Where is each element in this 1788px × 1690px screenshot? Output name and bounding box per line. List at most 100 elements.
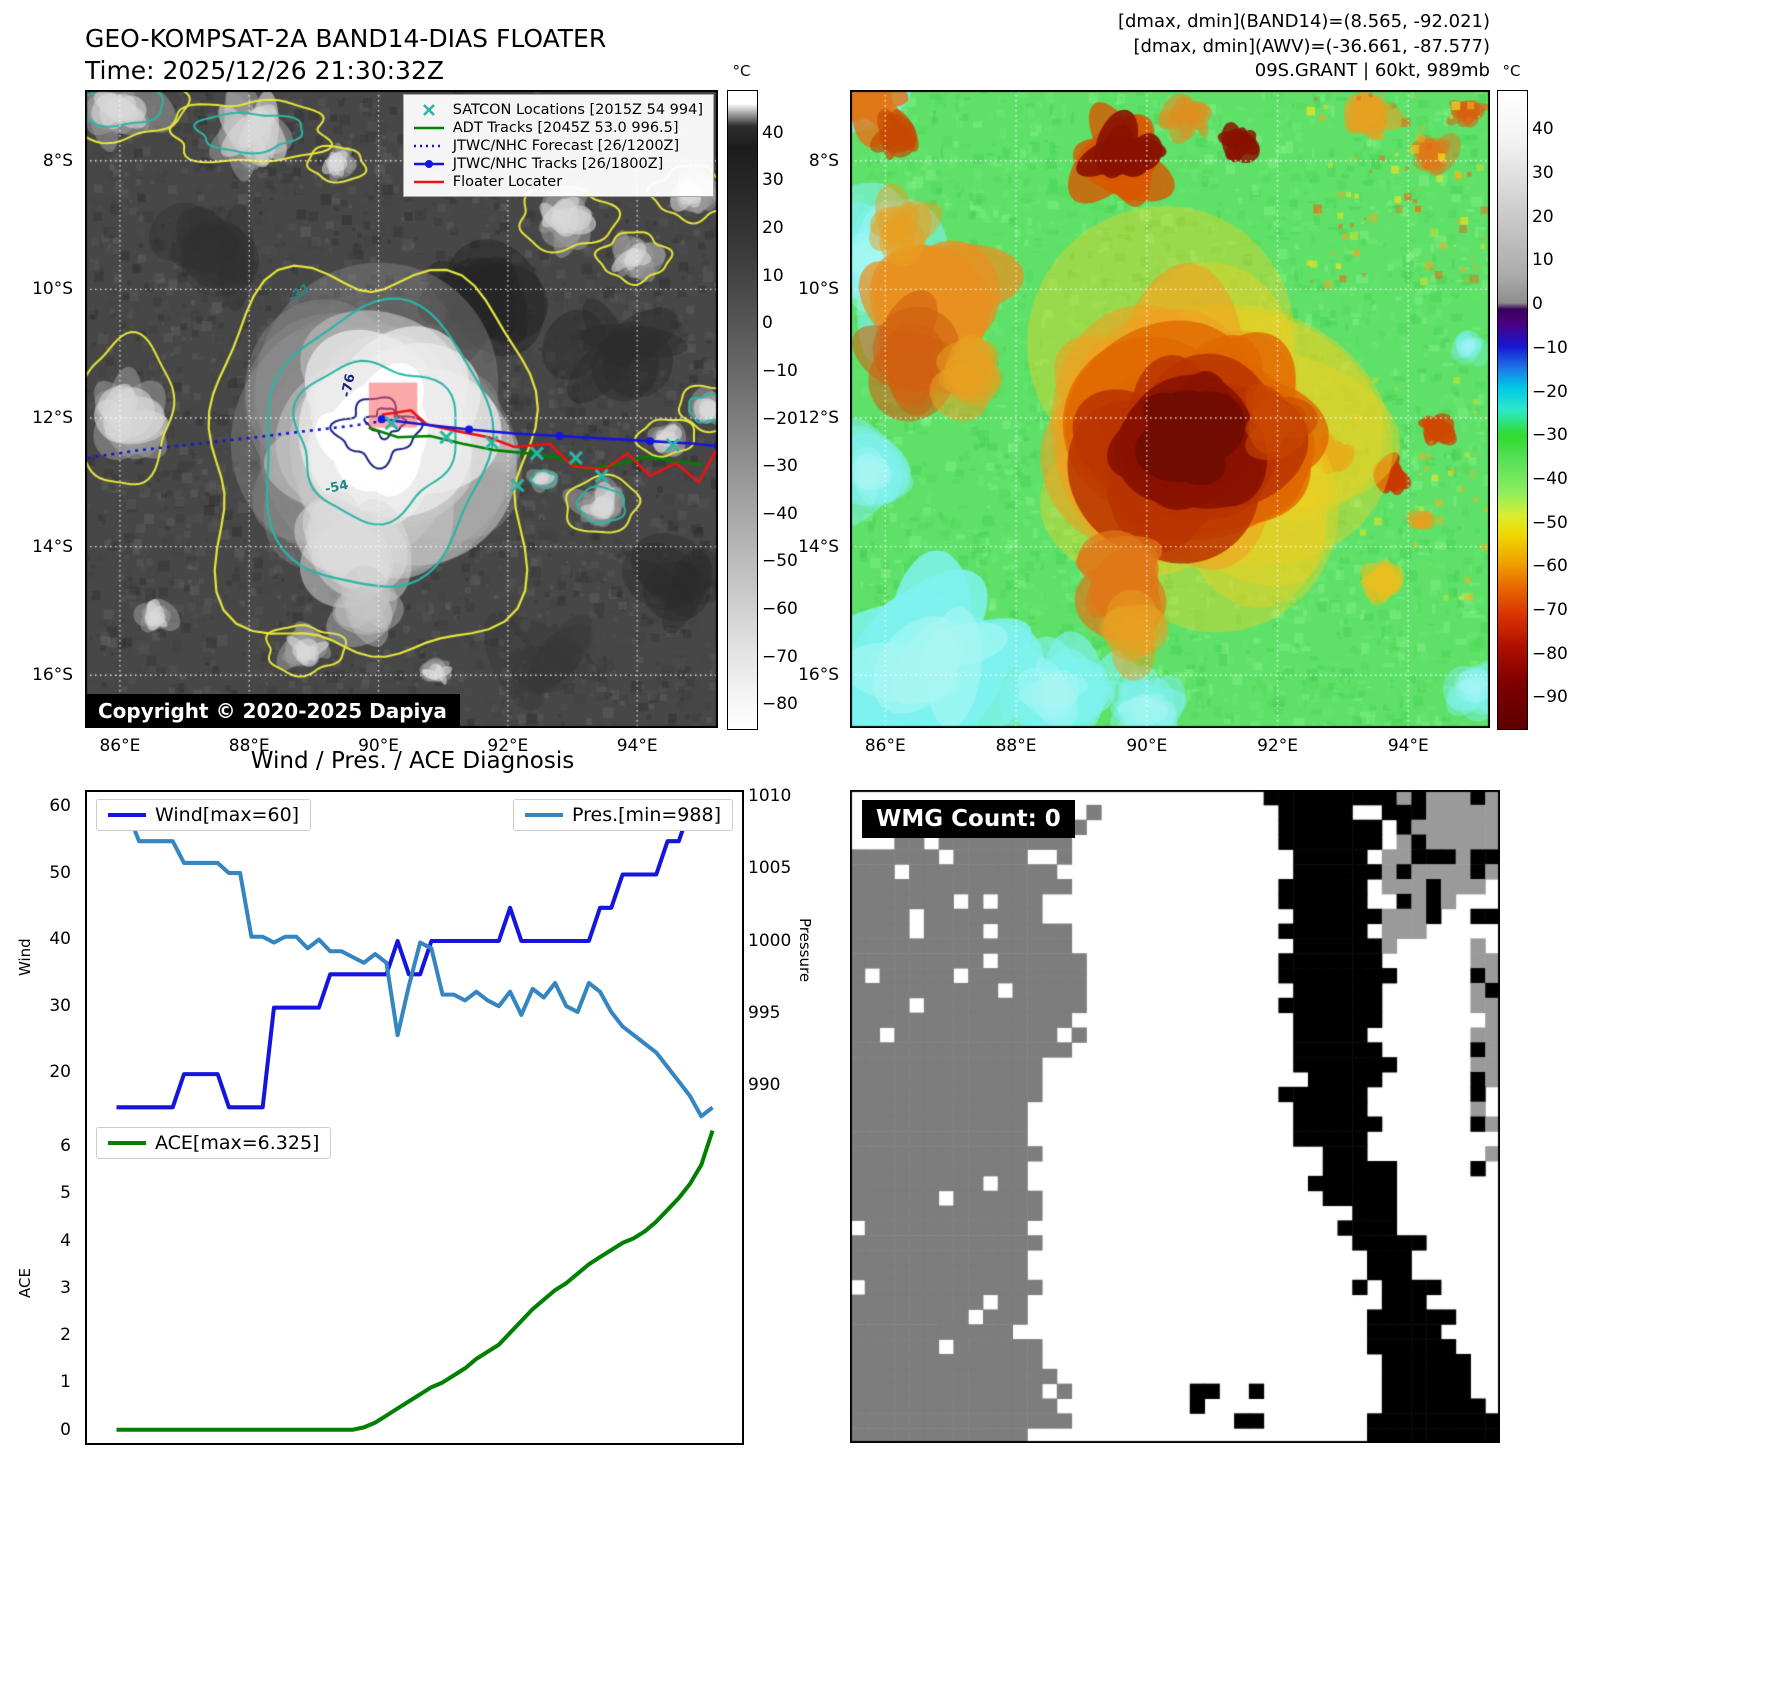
tick-label: 30: [762, 170, 784, 191]
copyright-label: Copyright © 2020-2025 Dapiya: [85, 694, 460, 728]
tick-label: 0: [762, 313, 773, 334]
tick-label: 92°E: [487, 736, 529, 756]
wind-axis-label: Wind: [16, 938, 34, 976]
tick-label: −30: [1532, 425, 1568, 446]
panel-a-lon-axis: 86°E 88°E 90°E 92°E 94°E: [85, 732, 718, 758]
band14-colorbar-ticks: 40 30 20 10 0 −10 −20 −30 −40 −50 −60 −70 −80: [762, 90, 826, 728]
legend-item: JTWC/NHC Tracks [26/1800Z]: [412, 155, 703, 172]
tick-label: 1005: [748, 858, 792, 879]
wind-legend: Wind[max=60]: [96, 799, 312, 831]
legend-label: Floater Locater: [452, 173, 563, 190]
dotted-marker-icon: [413, 144, 444, 147]
pres.-line: [116, 810, 714, 1119]
dmax-dmin-band14-text: [dmax, dmin](BAND14)=(8.565, -92.021): [1117, 11, 1490, 32]
x-marker-icon: [422, 103, 435, 116]
wmg-map-image: [850, 790, 1500, 1443]
tick-label: 995: [748, 1002, 781, 1023]
tick-label: 0: [60, 1419, 71, 1440]
tick-label: 8°S: [808, 150, 839, 171]
legend-line-sample: [108, 1141, 146, 1145]
band14-satellite-map: -76 -54 -31 SATCON Locations [2015Z 54 9…: [85, 90, 718, 728]
awv-colorbar-ticks: 40 30 20 10 0 −10 −20 −30 −40 −50 −60 −70 −80 −90: [1532, 90, 1596, 728]
tick-label: −50: [762, 551, 798, 572]
tick-label: 4: [60, 1230, 71, 1251]
tick-label: −90: [1532, 687, 1568, 708]
tick-label: −30: [762, 456, 798, 477]
legend-label: SATCON Locations [2015Z 54 994]: [452, 101, 703, 118]
tick-label: 1: [60, 1372, 71, 1393]
line-marker-icon: [413, 126, 444, 129]
awv-enhanced-map: [850, 90, 1490, 728]
tick-label: 990: [748, 1075, 781, 1096]
wind-axis-ticks: 60 50 40 30 20: [0, 790, 78, 1120]
legend-label: Pres.[min=988]: [572, 804, 721, 826]
tick-label: 90°E: [358, 736, 399, 756]
awv-enhanced-image: [850, 90, 1490, 728]
legend-line-sample: [525, 813, 563, 817]
ace-axis-label: ACE: [16, 1268, 34, 1298]
tick-label: 14°S: [32, 536, 73, 557]
legend-label: JTWC/NHC Forecast [26/1200Z]: [452, 137, 680, 154]
dmax-dmin-awv-text: [dmax, dmin](AWV)=(-36.661, -87.577): [1133, 35, 1490, 57]
panel-b-lat-axis: 8°S 10°S 12°S 14°S 16°S: [766, 90, 846, 728]
tick-label: 30: [1532, 163, 1554, 184]
tick-label: 94°E: [1387, 736, 1429, 756]
legend-label: JTWC/NHC Tracks [26/1800Z]: [452, 155, 664, 172]
tick-label: −70: [1532, 600, 1568, 620]
pressure-axis-label: Pressure: [796, 918, 814, 983]
tick-label: 12°S: [798, 408, 839, 428]
tick-label: −70: [762, 646, 798, 667]
tick-label: 1000: [748, 930, 792, 951]
legend-label: Wind[max=60]: [155, 804, 300, 826]
wmg-map: WMG Count: 0: [850, 790, 1500, 1443]
line-marker-icon: [413, 180, 444, 183]
tick-label: 5: [60, 1183, 71, 1204]
tick-label: −60: [1532, 556, 1568, 577]
wmg-count-label: WMG Count: 0: [862, 800, 1075, 838]
tick-label: 12°S: [32, 408, 73, 428]
ace-plot: [116, 1129, 715, 1432]
panel-b-header: [dmax, dmin](BAND14)=(8.565, -92.021) [d…: [898, 10, 1490, 84]
wind-pressure-chart: Wind[max=60] Pres.[min=988]: [85, 790, 744, 1124]
tick-label: 86°E: [864, 736, 906, 756]
tick-label: 92°E: [1257, 736, 1298, 756]
tick-label: 30: [49, 995, 71, 1016]
tick-label: −10: [762, 360, 798, 381]
wind-line: [116, 805, 713, 1110]
tick-label: −40: [1532, 468, 1568, 489]
tick-label: 3: [60, 1277, 71, 1298]
map-legend: SATCON Locations [2015Z 54 994] ADT Track…: [402, 94, 714, 197]
panel-a-title: GEO-KOMPSAT-2A BAND14-DIAS FLOATER: [85, 24, 607, 53]
tick-label: 20: [762, 218, 784, 239]
legend-line-sample: [108, 813, 146, 817]
colorbar-unit-label: °C: [732, 62, 751, 80]
legend-item: Floater Locater: [412, 173, 703, 190]
tick-label: 10: [762, 265, 784, 286]
tick-label: 40: [1532, 119, 1554, 140]
tick-label: 2: [60, 1325, 71, 1346]
panel-a-timestamp: Time: 2025/12/26 21:30:32Z: [85, 56, 444, 85]
legend-item: SATCON Locations [2015Z 54 994]: [412, 101, 703, 118]
legend-label: ADT Tracks [2045Z 53.0 996.5]: [452, 119, 679, 136]
tick-label: 20: [49, 1062, 71, 1083]
tick-label: −80: [762, 694, 798, 715]
tick-label: 16°S: [32, 665, 73, 686]
panel-b-lon-axis: 86°E 88°E 90°E 92°E 94°E: [850, 732, 1490, 758]
tick-label: 6: [60, 1136, 71, 1156]
band14-colorbar: [727, 90, 758, 730]
pressure-legend: Pres.[min=988]: [513, 799, 733, 831]
awv-colorbar: [1497, 90, 1528, 730]
legend-label: ACE[max=6.325]: [155, 1132, 320, 1154]
tick-label: −10: [1532, 337, 1568, 358]
tick-label: 0: [1532, 294, 1543, 315]
tick-label: 88°E: [228, 736, 270, 756]
tick-label: 20: [1532, 206, 1554, 227]
ace-chart: ACE[max=6.325]: [85, 1120, 744, 1445]
tick-label: −80: [1532, 643, 1568, 664]
ace-line: [116, 1129, 715, 1432]
diagnosis-title: Wind / Pres. / ACE Diagnosis: [250, 748, 575, 774]
ace-legend: ACE[max=6.325]: [96, 1127, 332, 1159]
tick-label: −50: [1532, 512, 1568, 533]
tick-label: 88°E: [995, 736, 1037, 756]
tick-label: 86°E: [99, 736, 141, 756]
